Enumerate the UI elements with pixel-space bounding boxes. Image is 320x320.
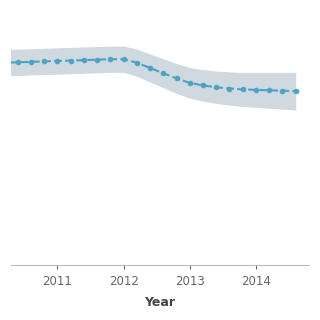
X-axis label: Year: Year <box>145 296 175 309</box>
